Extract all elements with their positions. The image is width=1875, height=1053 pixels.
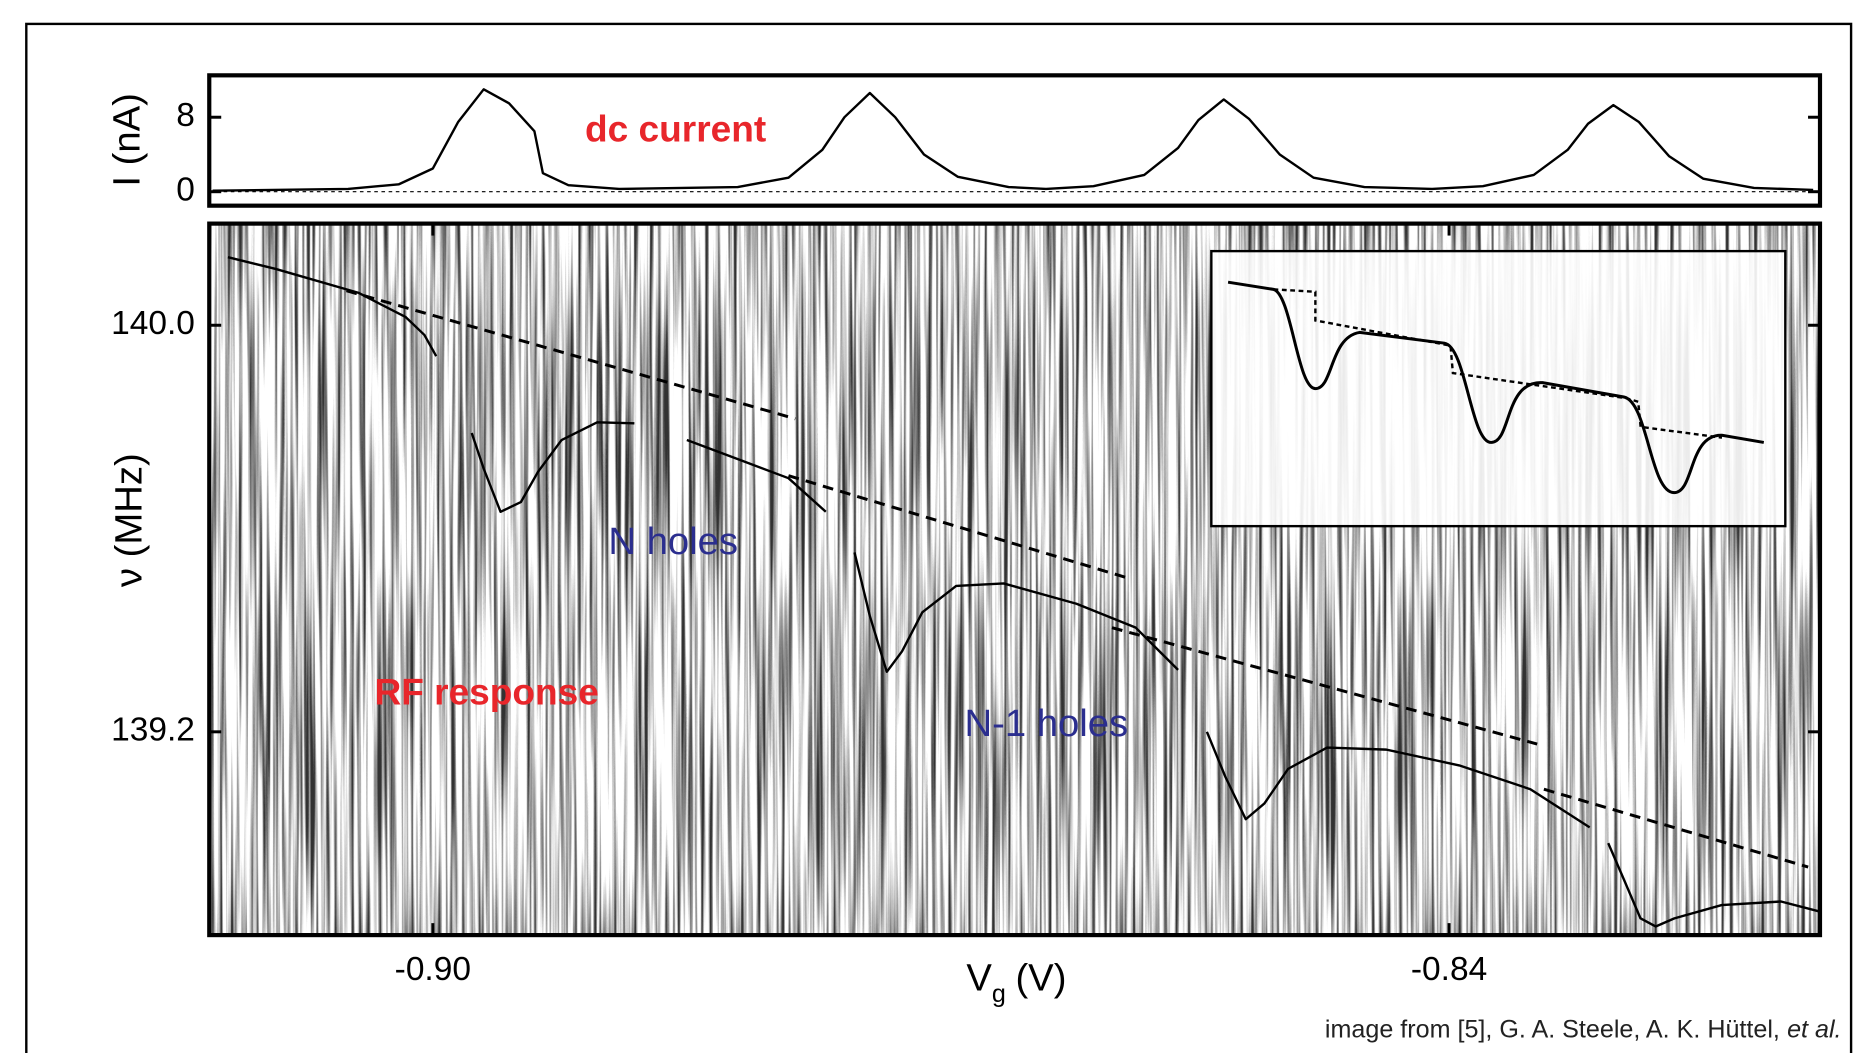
data-line xyxy=(212,88,1814,192)
y-tick-label: 139.2 xyxy=(111,712,195,749)
fit-line xyxy=(346,289,1809,869)
x-tick-label: -0.90 xyxy=(395,951,471,988)
x-label-sub: g xyxy=(992,980,1006,1008)
inset xyxy=(1210,249,1787,528)
inset-curve xyxy=(1227,280,1765,495)
panel: 0 8 I (nA) dc current xyxy=(105,73,1823,209)
data-line xyxy=(227,256,1819,928)
plot-layer: 0 8 I (nA) dc current 140.0 139.2 -0.90 -0.84 ν … xyxy=(105,73,1823,1008)
caption-italic: et al. xyxy=(1787,1015,1841,1043)
x-label-unit: (V) xyxy=(1015,957,1066,1000)
inset-staircase xyxy=(1273,288,1723,439)
inset-frame xyxy=(1210,249,1787,528)
axes-frame xyxy=(207,73,1823,208)
y-tick-label: 0 xyxy=(176,172,195,209)
y-axis-label: ν (MHz) xyxy=(108,453,151,587)
y-axis-label: I (nA) xyxy=(105,93,148,187)
annotation: N-1 holes xyxy=(964,702,1128,745)
x-label-main: V xyxy=(966,957,992,1000)
axes-frame xyxy=(207,221,1823,938)
annotation: dc current xyxy=(585,107,766,149)
outer-frame xyxy=(25,22,1853,1053)
y-tick-label: 8 xyxy=(176,97,195,134)
x-axis-label: Vg (V) xyxy=(966,957,1066,1008)
annotation: RF response xyxy=(374,671,598,713)
x-tick-label: -0.84 xyxy=(1411,951,1487,988)
caption: image from [5], G. A. Steele, A. K. Hütt… xyxy=(1325,1015,1842,1043)
caption-text: image from [5], G. A. Steele, A. K. Hütt… xyxy=(1325,1015,1780,1043)
annotation: N holes xyxy=(608,520,738,563)
y-tick-label: 140.0 xyxy=(111,305,195,342)
